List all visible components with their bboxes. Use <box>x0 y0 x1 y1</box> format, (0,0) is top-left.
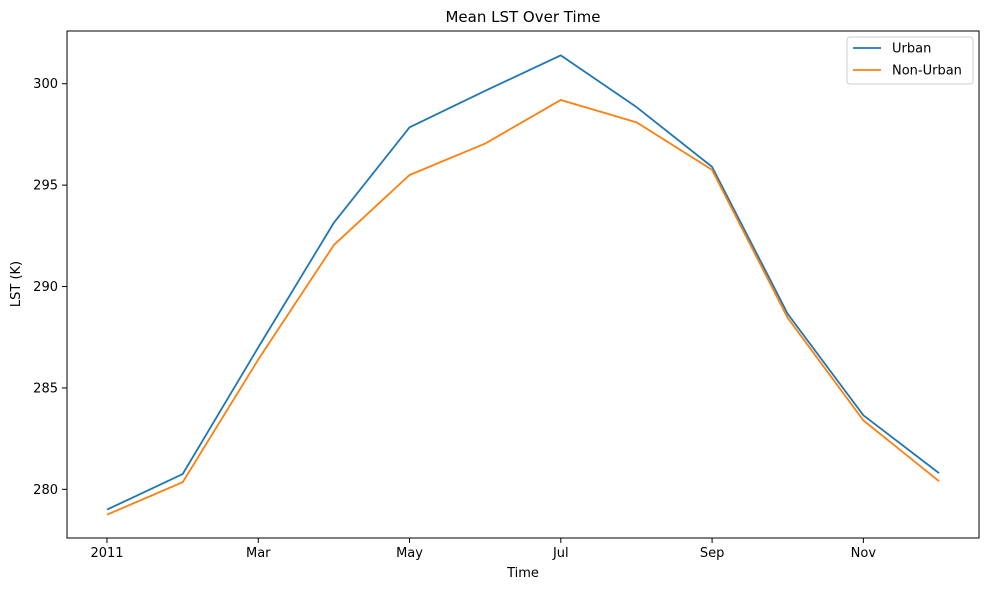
y-tick-label: 290 <box>33 280 58 295</box>
legend-label-urban: Urban <box>892 42 931 57</box>
x-tick-label: Jul <box>552 546 569 561</box>
series-line-urban <box>106 54 940 511</box>
y-axis: 280 285 290 295 300 <box>33 77 67 498</box>
x-tick-label: May <box>396 546 423 561</box>
plot-frame <box>66 30 980 539</box>
x-tick-label: Nov <box>851 546 877 561</box>
legend: Urban Non-Urban <box>846 36 974 85</box>
y-tick-label: 285 <box>33 381 58 396</box>
chart-title: Mean LST Over Time <box>445 8 600 26</box>
x-tick-label: Sep <box>700 546 725 561</box>
series-lines <box>106 54 940 516</box>
y-tick-label: 280 <box>33 483 58 498</box>
y-tick-label: 300 <box>33 77 58 92</box>
plot-area <box>66 30 980 539</box>
x-axis: 2011 Mar May Jul Sep Nov <box>90 538 876 561</box>
y-tick-label: 295 <box>33 179 58 194</box>
series-line-non-urban <box>106 99 940 516</box>
x-tick-label: 2011 <box>90 546 123 561</box>
x-axis-label: Time <box>506 566 539 581</box>
legend-label-non-urban: Non-Urban <box>892 64 962 79</box>
x-tick-label: Mar <box>246 546 271 561</box>
y-axis-label: LST (K) <box>9 261 24 307</box>
